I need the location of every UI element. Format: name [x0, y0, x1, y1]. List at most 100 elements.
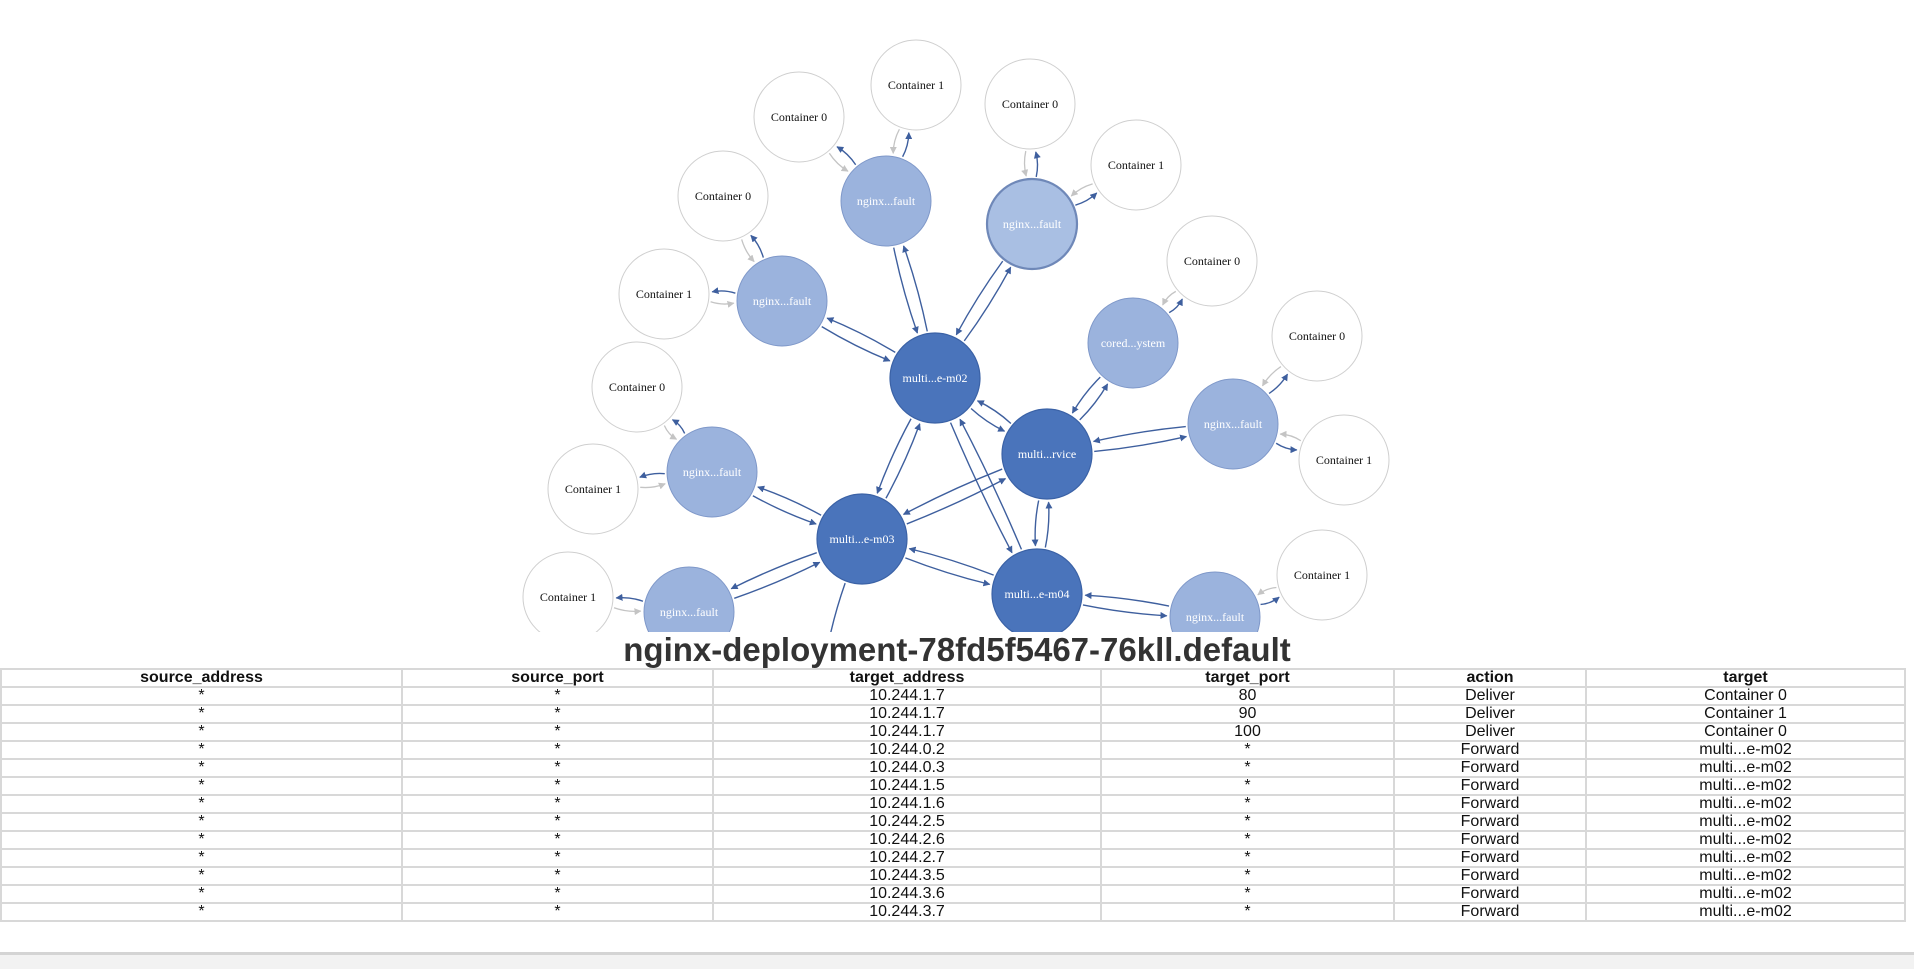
- graph-edge-rvice-to-p4: [1094, 434, 1188, 453]
- table-cell-target-port: 100: [1100, 722, 1395, 742]
- table-cell-source-port: *: [401, 758, 714, 778]
- graph-node-circle[interactable]: [1166, 215, 1258, 307]
- graph-node-circle[interactable]: [889, 332, 981, 424]
- graph-node-pod[interactable]: nginx...fault: [1169, 571, 1261, 632]
- graph-edge-p3-to-c3b: [901, 132, 913, 158]
- table-cell-target-port: *: [1100, 812, 1395, 832]
- graph-node-container[interactable]: Container 1: [522, 551, 614, 632]
- routing-table-container: source_address source_port target_address t…: [0, 668, 1906, 922]
- graph-node-circle[interactable]: [522, 551, 614, 632]
- graph-node-circle[interactable]: [1271, 290, 1363, 382]
- graph-node-host[interactable]: multi...e-m04: [991, 548, 1083, 632]
- graph-edge-rvice-to-m03: [902, 468, 1003, 516]
- table-cell-source-port: *: [401, 686, 714, 706]
- table-cell-source-address: *: [0, 848, 403, 868]
- graph-edge-m04-to-m03: [908, 546, 994, 576]
- graph-edge-core-to-rvice: [1071, 376, 1101, 414]
- graph-node-pod[interactable]: nginx...fault: [736, 255, 828, 347]
- table-cell-target: Container 1: [1585, 704, 1906, 724]
- graph-edge-p7-to-m04: [1084, 592, 1170, 607]
- table-cell-target: multi...e-m02: [1585, 902, 1906, 922]
- graph-edge-c7a-to-p7: [1257, 586, 1277, 596]
- graph-node-pod[interactable]: nginx...fault: [985, 177, 1079, 271]
- graph-node-container[interactable]: Container 1: [870, 39, 962, 131]
- table-cell-source-port: *: [401, 884, 714, 904]
- graph-edge-p4-to-rvice: [1092, 425, 1186, 444]
- table-cell-target-port: *: [1100, 758, 1395, 778]
- graph-node-circle[interactable]: [1276, 529, 1368, 621]
- graph-edge-c5b-to-p5: [663, 425, 678, 440]
- graph-node-pod[interactable]: nginx...fault: [840, 155, 932, 247]
- graph-node-circle[interactable]: [736, 255, 828, 347]
- graph-edge-c5a-to-p5: [640, 482, 666, 490]
- graph-node-circle[interactable]: [1087, 297, 1179, 389]
- graph-node-circle[interactable]: [840, 155, 932, 247]
- table-cell-action: Forward: [1393, 884, 1587, 904]
- graph-node-circle[interactable]: [816, 493, 908, 585]
- table-cell-source-address: *: [0, 758, 403, 778]
- graph-node-container[interactable]: Container 0: [753, 71, 845, 163]
- graph-node-container[interactable]: Container 1: [1276, 529, 1368, 621]
- table-cell-source-address: *: [0, 866, 403, 886]
- graph-node-container[interactable]: Container 1: [1298, 414, 1390, 506]
- graph-node-circle[interactable]: [1298, 414, 1390, 506]
- graph-node-container[interactable]: Container 0: [1271, 290, 1363, 382]
- table-row: * * 10.244.1.7 90 Deliver Container 1: [0, 704, 1906, 724]
- graph-node-circle[interactable]: [984, 58, 1076, 150]
- graph-node-container[interactable]: Container 1: [547, 443, 639, 535]
- column-header-target-port: target_port: [1100, 668, 1395, 688]
- graph-node-host[interactable]: multi...rvice: [1001, 408, 1093, 500]
- table-row: * * 10.244.3.5 * Forward multi...e-m02: [0, 866, 1906, 886]
- table-cell-target: Container 0: [1585, 686, 1906, 706]
- graph-node-circle[interactable]: [591, 341, 683, 433]
- graph-node-circle[interactable]: [1169, 571, 1261, 632]
- graph-node-pod[interactable]: nginx...fault: [1187, 378, 1279, 470]
- graph-edge-m03-to-p6: [730, 552, 817, 590]
- table-cell-target: multi...e-m02: [1585, 848, 1906, 868]
- table-cell-action: Forward: [1393, 848, 1587, 868]
- graph-node-pod[interactable]: nginx...fault: [643, 566, 735, 632]
- graph-node-circle[interactable]: [1001, 408, 1093, 500]
- graph-node-circle[interactable]: [666, 426, 758, 518]
- table-cell-action: Forward: [1393, 812, 1587, 832]
- table-cell-target-address: 10.244.3.7: [712, 902, 1102, 922]
- graph-node-circle[interactable]: [618, 248, 710, 340]
- table-cell-source-address: *: [0, 902, 403, 922]
- graph-edge-m03-to-rvice: [906, 477, 1007, 525]
- graph-node-pod[interactable]: nginx...fault: [666, 426, 758, 518]
- graph-node-container[interactable]: Container 0: [677, 150, 769, 242]
- graph-node-container[interactable]: Container 1: [618, 248, 710, 340]
- graph-node-container[interactable]: Container 0: [984, 58, 1076, 150]
- table-cell-source-port: *: [401, 812, 714, 832]
- table-cell-action: Forward: [1393, 776, 1587, 796]
- table-cell-target-address: 10.244.1.7: [712, 704, 1102, 724]
- table-row: * * 10.244.1.7 100 Deliver Container 0: [0, 722, 1906, 742]
- network-graph[interactable]: multi...e-m02 multi...rvice multi...e-m03 m…: [0, 0, 1914, 632]
- graph-node-host[interactable]: multi...e-m02: [889, 332, 981, 424]
- graph-node-container[interactable]: Container 1: [1090, 119, 1182, 211]
- graph-node-circle[interactable]: [643, 566, 735, 632]
- table-cell-target-address: 10.244.3.6: [712, 884, 1102, 904]
- graph-node-circle[interactable]: [1187, 378, 1279, 470]
- graph-edge-m02-to-m03: [876, 418, 912, 494]
- graph-node-host[interactable]: multi...e-m03: [816, 493, 908, 585]
- graph-edge-c4a-to-p4: [1261, 366, 1282, 387]
- graph-node-circle[interactable]: [870, 39, 962, 131]
- table-cell-action: Deliver: [1393, 686, 1587, 706]
- routing-table: source_address source_port target_address t…: [0, 668, 1906, 922]
- graph-node-container[interactable]: Container 0: [591, 341, 683, 433]
- graph-node-pod[interactable]: cored...ystem: [1087, 297, 1179, 389]
- graph-node-circle[interactable]: [991, 548, 1083, 632]
- table-cell-target-address: 10.244.1.6: [712, 794, 1102, 814]
- graph-node-circle[interactable]: [547, 443, 639, 535]
- graph-edge-c3a-to-p3: [828, 152, 849, 172]
- graph-node-circle[interactable]: [1090, 119, 1182, 211]
- graph-node-circle[interactable]: [677, 150, 769, 242]
- graph-edge-rvice-to-m02: [976, 400, 1012, 424]
- table-cell-target: multi...e-m02: [1585, 794, 1906, 814]
- graph-node-container[interactable]: Container 0: [1166, 215, 1258, 307]
- graph-node-circle[interactable]: [753, 71, 845, 163]
- graph-node-circle[interactable]: [985, 177, 1079, 271]
- horizontal-scrollbar[interactable]: [0, 952, 1914, 969]
